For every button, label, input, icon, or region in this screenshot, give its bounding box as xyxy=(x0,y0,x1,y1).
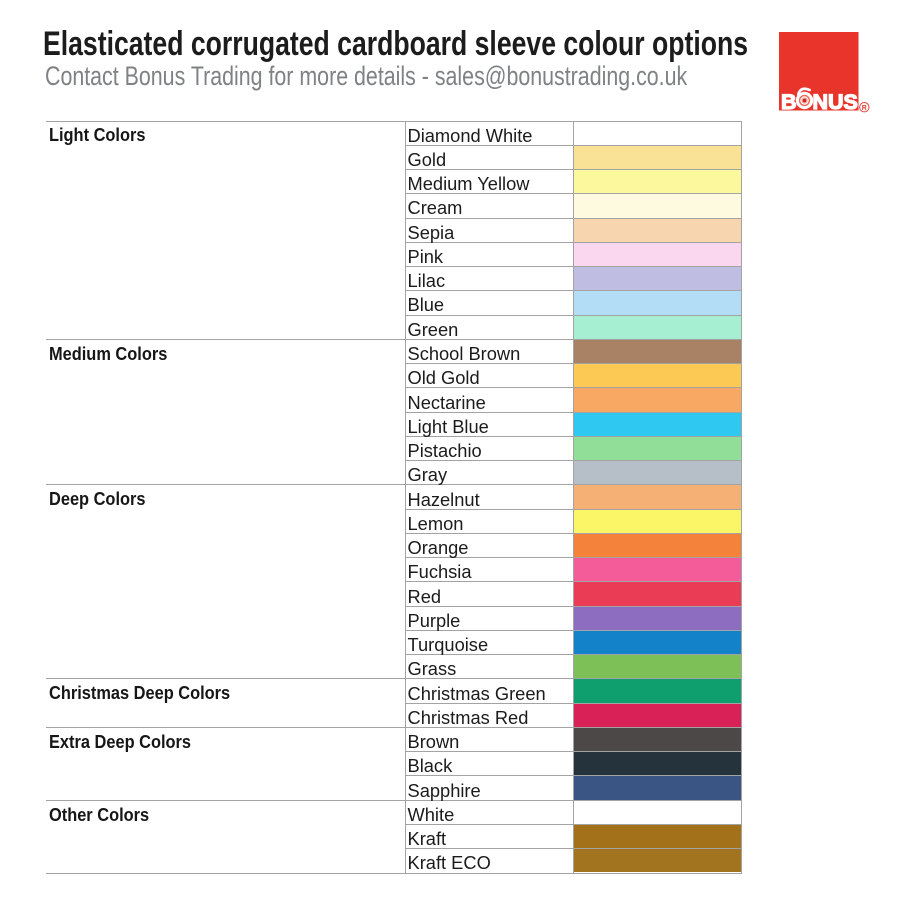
svg-text:B: B xyxy=(781,90,797,114)
svg-text:NUS: NUS xyxy=(813,90,858,114)
svg-text:R: R xyxy=(862,105,867,112)
